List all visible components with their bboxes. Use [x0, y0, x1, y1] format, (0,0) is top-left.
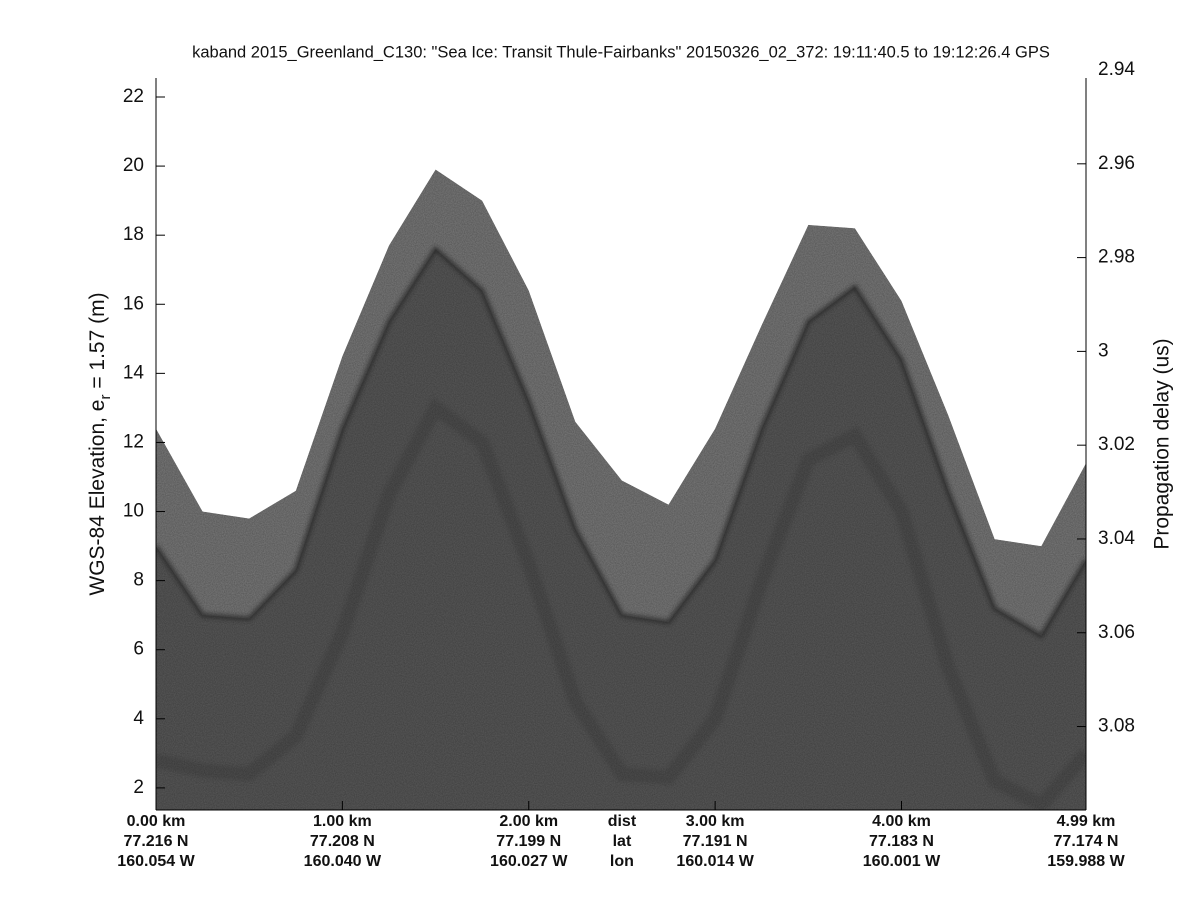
y-tick-label: 10 [123, 501, 144, 522]
y-tick-label: 2 [133, 777, 144, 798]
x-tick-lat: 77.208 N [310, 833, 375, 850]
y-tick-label: 8 [133, 570, 144, 591]
y-label-main: WGS-84 Elevation, e [86, 400, 109, 596]
y-tick-label: 16 [123, 293, 144, 314]
y-tick-label: 12 [123, 431, 144, 452]
x-tick-lon: 159.988 W [1047, 853, 1125, 870]
x-tick-label: 4.00 km [872, 813, 931, 830]
y-tick-label: 18 [123, 224, 144, 245]
y-label-sub: r [97, 395, 114, 400]
axes: 2 4 6 8 10 12 14 16 18 20 22 2.94 2.96 2.98 3 3.02 3.04 3… [117, 59, 1135, 870]
no-data-region [156, 78, 1086, 547]
x-tick-lat: 77.199 N [496, 833, 561, 850]
surface-reflection [156, 245, 1086, 639]
y-tick-label: 22 [123, 86, 144, 107]
x-tick-label: 0.00 km [127, 813, 186, 830]
x-tick-lat: 77.183 N [869, 833, 934, 850]
x-row-title: lon [610, 853, 634, 870]
x-tick-label: 3.00 km [686, 813, 745, 830]
x-row-title: lat [613, 833, 632, 850]
y-label-end: = 1.57 (m) [86, 292, 109, 394]
x-tick-lon: 160.027 W [490, 853, 568, 870]
x-tick-label: 2.00 km [499, 813, 558, 830]
y-tick-label: 4 [133, 708, 144, 729]
x-tick-label: 1.00 km [313, 813, 372, 830]
x-tick-lat: 77.174 N [1054, 833, 1119, 850]
x-row-title: dist [608, 813, 637, 830]
y-axis-label: WGS-84 Elevation, er = 1.57 (m) [86, 292, 114, 595]
x-tick-lat: 77.216 N [124, 833, 189, 850]
y2-axis-label: Propagation delay (us) [1151, 338, 1174, 549]
y2-tick-label: 3.04 [1098, 528, 1135, 549]
y-tick-label: 14 [123, 362, 145, 383]
x-tick-label: 4.99 km [1057, 813, 1116, 830]
y2-tick-label: 3.02 [1098, 434, 1135, 455]
y2-tick-label: 3 [1098, 340, 1109, 361]
y-tick-label: 6 [133, 639, 144, 660]
x-tick-lon: 160.054 W [117, 853, 195, 870]
y2-tick-label: 2.98 [1098, 247, 1135, 268]
y2-tick-label: 3.08 [1098, 716, 1135, 737]
x-tick-lat: 77.191 N [683, 833, 748, 850]
y-tick-label: 20 [123, 155, 144, 176]
x-tick-lon: 160.001 W [863, 853, 941, 870]
y2-tick-label: 2.94 [1098, 59, 1135, 80]
x-tick-lon: 160.014 W [676, 853, 754, 870]
x-tick-lon: 160.040 W [304, 853, 382, 870]
plot-area [156, 78, 1086, 810]
y2-tick-label: 2.96 [1098, 153, 1135, 174]
y2-tick-label: 3.06 [1098, 622, 1135, 643]
chart-title: kaband 2015_Greenland_C130: "Sea Ice: Tr… [192, 43, 1050, 61]
